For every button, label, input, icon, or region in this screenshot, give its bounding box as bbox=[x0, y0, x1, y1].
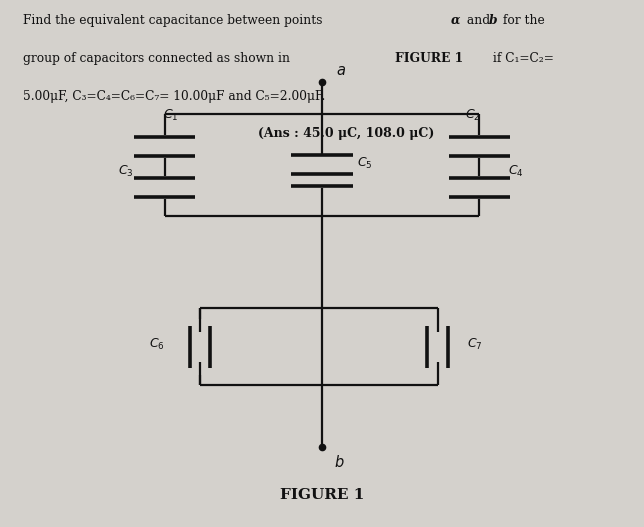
Text: and: and bbox=[464, 14, 495, 27]
Text: FIGURE 1: FIGURE 1 bbox=[395, 52, 464, 65]
Text: $b$: $b$ bbox=[334, 454, 344, 470]
Text: $C_2$: $C_2$ bbox=[466, 108, 480, 123]
Text: (Ans : 45.0 μC, 108.0 μC): (Ans : 45.0 μC, 108.0 μC) bbox=[258, 128, 434, 140]
Text: if C₁=C₂=: if C₁=C₂= bbox=[489, 52, 554, 65]
Text: $C_3$: $C_3$ bbox=[118, 164, 134, 179]
Text: $a$: $a$ bbox=[336, 64, 346, 78]
Text: $C_4$: $C_4$ bbox=[508, 164, 524, 179]
Text: Find the equivalent capacitance between points: Find the equivalent capacitance between … bbox=[23, 14, 327, 27]
Text: $C_1$: $C_1$ bbox=[164, 108, 179, 123]
Text: for the: for the bbox=[498, 14, 544, 27]
Text: FIGURE 1: FIGURE 1 bbox=[279, 488, 365, 502]
Text: $C_6$: $C_6$ bbox=[149, 337, 165, 352]
Text: 5.00μF, C₃=C₄=C₆=C₇= 10.00μF and C₅=2.00μF.: 5.00μF, C₃=C₄=C₆=C₇= 10.00μF and C₅=2.00… bbox=[23, 90, 326, 103]
Text: α: α bbox=[451, 14, 460, 27]
Text: group of capacitors connected as shown in: group of capacitors connected as shown i… bbox=[23, 52, 294, 65]
Text: $C_5$: $C_5$ bbox=[357, 157, 373, 171]
Text: b: b bbox=[489, 14, 498, 27]
Text: $C_7$: $C_7$ bbox=[467, 337, 482, 352]
